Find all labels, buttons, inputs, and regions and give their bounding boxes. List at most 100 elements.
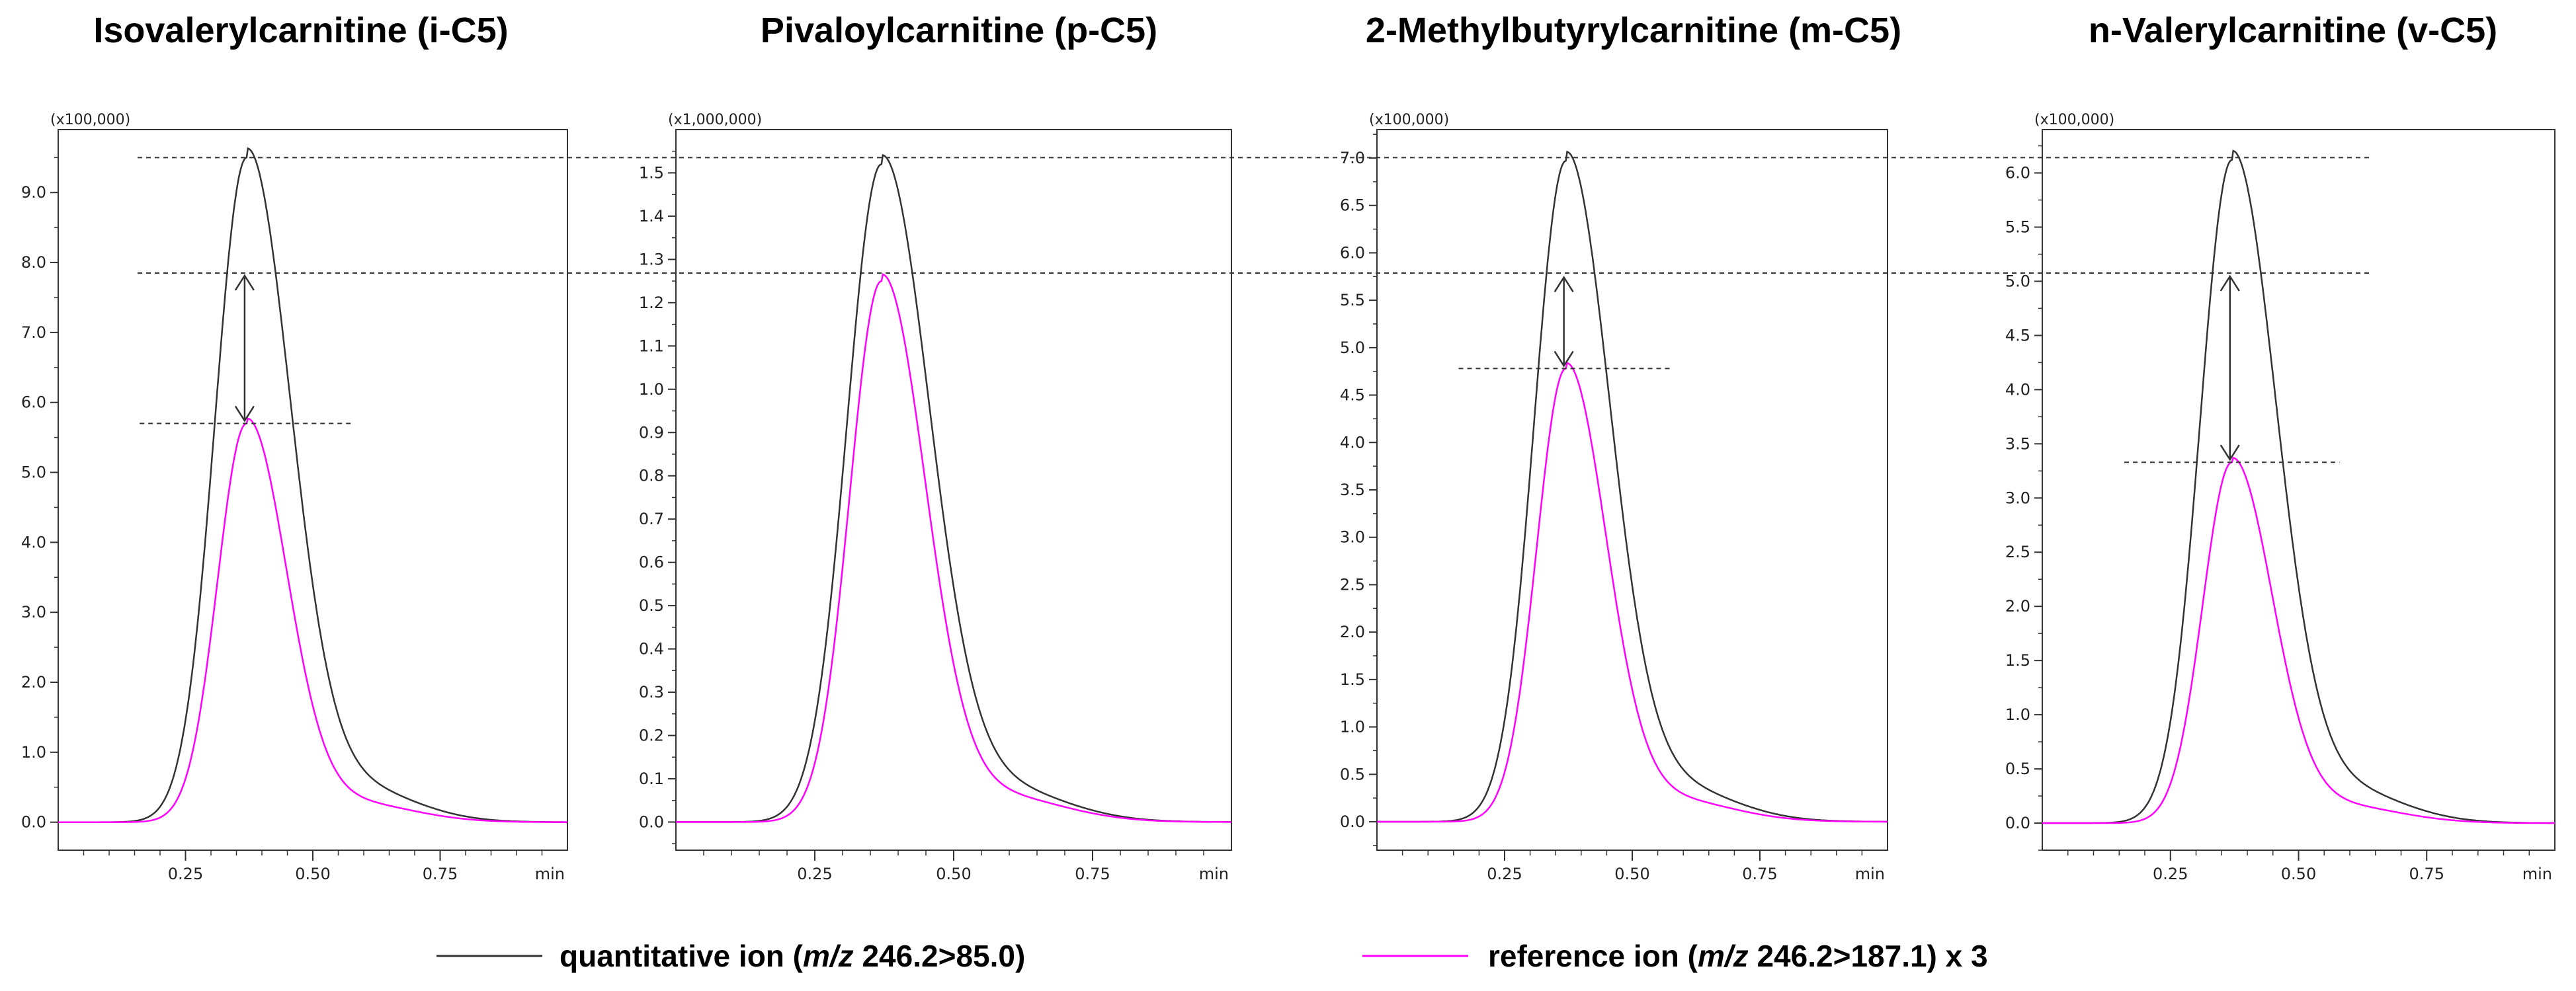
y-tick-label: 1.4 xyxy=(639,207,664,225)
y-tick-label: 8.0 xyxy=(21,253,46,272)
y-tick-label: 0.0 xyxy=(21,813,46,832)
series-line-reference xyxy=(2042,456,2555,824)
ratio-arrow-head-up xyxy=(234,274,255,291)
y-tick-label: 0.5 xyxy=(2005,760,2030,778)
x-tick-label: 0.50 xyxy=(295,865,330,883)
x-tick-label: 0.75 xyxy=(1742,865,1777,883)
plot-frame xyxy=(58,129,568,851)
y-tick-label: 1.2 xyxy=(639,294,664,312)
y-tick-label: 7.0 xyxy=(21,323,46,342)
x-tick-label: 0.25 xyxy=(2153,865,2188,883)
x-tick-label: 0.75 xyxy=(1075,865,1110,883)
y-tick-label: 2.5 xyxy=(1340,575,1365,594)
ratio-arrow-head-down xyxy=(234,405,255,422)
ratio-arrow-head-up xyxy=(1554,276,1574,293)
y-tick-label: 0.0 xyxy=(2005,814,2030,832)
legend: quantitative ion (m/z 246.2>85.0) refere… xyxy=(436,939,1988,973)
y-tick-label: 4.0 xyxy=(21,533,46,551)
series-line-quantitative xyxy=(58,147,567,823)
ratio-arrow-head-down xyxy=(1554,350,1574,368)
y-tick-label: 1.0 xyxy=(1340,718,1365,736)
chart-panel: Isovalerylcarnitine (i-C5) (x100,000) 0.0 1… xyxy=(21,11,568,883)
x-tick-label: 0.50 xyxy=(2281,865,2316,883)
series-line-reference xyxy=(676,273,1231,823)
series-line-reference xyxy=(58,417,567,823)
y-tick-label: 1.5 xyxy=(1340,670,1365,689)
y-tick-label: 0.7 xyxy=(639,510,664,528)
y-multiplier-label: (x100,000) xyxy=(1369,112,1449,128)
series-line-quantitative xyxy=(676,153,1231,823)
y-tick-label: 4.5 xyxy=(1340,386,1365,405)
chart-panel: Pivaloylcarnitine (p-C5) (x1,000,000) 0.0 0… xyxy=(639,11,1232,883)
x-tick-label: 0.50 xyxy=(1614,865,1649,883)
y-tick-label: 0.0 xyxy=(1340,813,1365,831)
y-tick-label: 0.8 xyxy=(639,467,664,485)
y-tick-label: 6.0 xyxy=(1340,243,1365,262)
plot-frame xyxy=(2042,129,2555,851)
x-tick-label: 0.50 xyxy=(936,865,971,883)
x-tick-label: 0.75 xyxy=(2409,865,2444,883)
ratio-arrow-head-down xyxy=(2220,444,2240,461)
y-tick-label: 1.3 xyxy=(639,250,664,268)
y-tick-label: 6.0 xyxy=(2005,164,2030,182)
y-tick-label: 5.0 xyxy=(2005,272,2030,290)
x-axis-unit: min xyxy=(1199,865,1229,883)
y-tick-label: 5.0 xyxy=(1340,338,1365,357)
y-tick-label: 4.0 xyxy=(2005,380,2030,399)
chart-panels: Isovalerylcarnitine (i-C5) (x100,000) 0.0 1… xyxy=(21,11,2555,883)
series-line-quantitative xyxy=(1377,150,1888,823)
y-tick-label: 0.0 xyxy=(639,813,664,831)
y-tick-label: 6.5 xyxy=(1340,196,1365,215)
chart-title: Isovalerylcarnitine (i-C5) xyxy=(93,11,508,50)
plot-frame xyxy=(675,129,1232,851)
x-tick-label: 0.25 xyxy=(1487,865,1522,883)
y-tick-label: 1.0 xyxy=(21,743,46,762)
y-tick-label: 6.0 xyxy=(21,393,46,412)
x-axis-unit: min xyxy=(2522,865,2552,883)
y-tick-label: 2.0 xyxy=(21,673,46,692)
series-line-reference xyxy=(1377,362,1888,823)
y-tick-label: 2.0 xyxy=(1340,623,1365,641)
chart-panel: 2-Methylbutyrylcarnitine (m-C5) (x100,000… xyxy=(1340,11,1901,883)
y-tick-label: 1.1 xyxy=(639,337,664,355)
x-axis-unit: min xyxy=(535,865,565,883)
x-tick-label: 0.75 xyxy=(423,865,458,883)
x-axis-unit: min xyxy=(1855,865,1885,883)
x-tick-label: 0.25 xyxy=(797,865,832,883)
y-multiplier-label: (x100,000) xyxy=(50,112,130,128)
ratio-arrow-head-up xyxy=(2220,274,2240,292)
y-tick-label: 0.1 xyxy=(639,770,664,788)
y-tick-label: 3.0 xyxy=(21,603,46,621)
y-tick-label: 1.5 xyxy=(639,163,664,182)
y-tick-label: 0.6 xyxy=(639,553,664,572)
y-tick-label: 0.9 xyxy=(639,423,664,442)
y-tick-label: 4.5 xyxy=(2005,326,2030,344)
y-tick-label: 3.5 xyxy=(2005,434,2030,453)
y-tick-label: 0.3 xyxy=(639,683,664,701)
y-tick-label: 3.0 xyxy=(2005,489,2030,507)
chart-title: n-Valerylcarnitine (v-C5) xyxy=(2089,11,2497,50)
chart-title: 2-Methylbutyrylcarnitine (m-C5) xyxy=(1366,11,1901,50)
y-tick-label: 1.0 xyxy=(639,380,664,399)
y-tick-label: 2.0 xyxy=(2005,597,2030,615)
y-multiplier-label: (x100,000) xyxy=(2034,112,2114,128)
y-tick-label: 5.0 xyxy=(21,463,46,482)
series-line-quantitative xyxy=(2042,149,2555,824)
y-tick-label: 1.0 xyxy=(2005,705,2030,724)
y-tick-label: 0.5 xyxy=(1340,765,1365,783)
y-tick-label: 9.0 xyxy=(21,183,46,202)
y-tick-label: 1.5 xyxy=(2005,651,2030,670)
y-tick-label: 0.4 xyxy=(639,640,664,658)
y-tick-label: 0.5 xyxy=(639,596,664,615)
plot-frame xyxy=(1376,129,1888,851)
y-tick-label: 3.0 xyxy=(1340,528,1365,547)
y-tick-label: 3.5 xyxy=(1340,481,1365,499)
chart-panel: n-Valerylcarnitine (v-C5) (x100,000) 0.0 0.… xyxy=(2005,11,2555,883)
legend-label-reference: reference ion (m/z 246.2>187.1) x 3 xyxy=(1488,939,1988,973)
y-tick-label: 0.2 xyxy=(639,727,664,745)
y-tick-label: 5.5 xyxy=(1340,291,1365,309)
y-tick-label: 5.5 xyxy=(2005,218,2030,237)
x-tick-label: 0.25 xyxy=(168,865,203,883)
y-tick-label: 4.0 xyxy=(1340,433,1365,452)
